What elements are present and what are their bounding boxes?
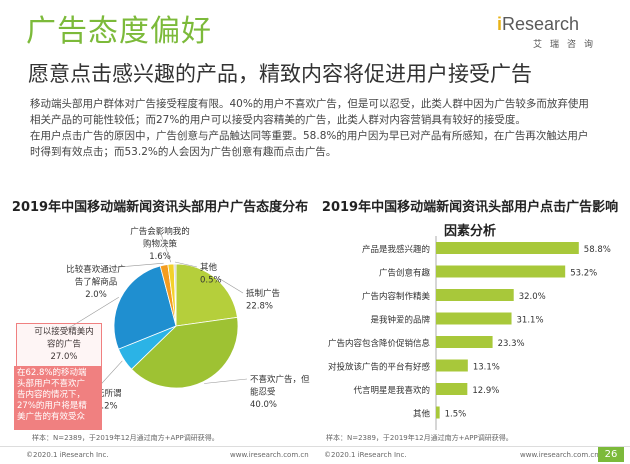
intro-paragraph-2: 在用户点击广告的原因中，广告创意与产品触达同等重要。58.8%的用户因为早已对产… xyxy=(30,130,589,158)
bar xyxy=(436,265,566,278)
bar-category-label: 广告创意有趣 xyxy=(379,268,431,279)
bar-value-label: 53.2% xyxy=(570,269,597,279)
iresearch-logo: iResearch 艾瑞咨询 xyxy=(497,14,617,50)
pie-leader-line xyxy=(217,277,244,294)
bar-value-label: 13.1% xyxy=(473,363,500,373)
pie-slice-label: 无所谓 6.2% xyxy=(96,388,122,412)
pie-leader-line xyxy=(159,230,172,263)
bar-category-label: 是我钟爱的品牌 xyxy=(370,315,430,326)
pie-slice xyxy=(173,263,177,327)
callout-highlight-frame xyxy=(16,323,102,367)
footer-url-right[interactable]: www.iresearch.com.cn xyxy=(520,451,599,459)
pie-slice-label: 可以接受精美内容的广告 27.0% xyxy=(34,326,94,362)
bar-category-label: 其他 xyxy=(413,409,431,420)
pie-slice-label: 其他 0.5% xyxy=(200,262,222,286)
logo-wordmark: iResearch xyxy=(497,14,580,34)
pie-slice-label: 抵制广告 22.8% xyxy=(246,288,280,312)
bar-value-label: 58.8% xyxy=(584,245,611,255)
bar-category-label: 广告内容包含降价促销信息 xyxy=(328,338,431,349)
footer-divider xyxy=(0,446,630,447)
bar-category-label: 广告内容制作精美 xyxy=(362,291,431,302)
bar-category-label: 代言明星是我喜欢的 xyxy=(353,385,430,396)
pie-slice xyxy=(113,265,177,350)
pie-slice xyxy=(130,316,239,389)
pie-slice-label: 不喜欢广告，但能忍受 40.0% xyxy=(250,374,310,410)
pie-leader-line xyxy=(204,378,248,384)
pie-leader-line xyxy=(63,296,119,332)
page-number: 26 xyxy=(598,447,624,462)
footer-url[interactable]: www.iresearch.com.cn xyxy=(230,451,309,459)
bar-chart: 产品是我感兴趣的 58.8% 广告创意有趣 53.2% 广告内容制作精美 32.0% 是我钟… xyxy=(328,236,611,430)
intro-paragraph-1: 移动端头部用户群体对广告接受程度有限。40%的用户不喜欢广告，但是可以忍受，此类… xyxy=(30,98,589,126)
callout-note: 在62.8%的移动端 头部用户不喜欢广 告内容的情况下， 27%的用户将是精 美… xyxy=(14,366,102,430)
footer-copyright-right: ©2020.1 iResearch Inc. xyxy=(324,451,407,459)
bar-value-label: 23.3% xyxy=(498,339,525,349)
bar-chart-title: 2019年中国移动端新闻资讯头部用户点击广告影响 因素分析 xyxy=(321,200,619,239)
pie-slice-label: 比较喜欢通过广告了解商品 2.0% xyxy=(66,264,126,300)
logo-cn-text: 艾瑞咨询 xyxy=(533,40,602,50)
bar xyxy=(436,383,468,395)
bar xyxy=(436,336,493,348)
bar-value-label: 1.5% xyxy=(445,410,467,420)
bar-value-label: 31.1% xyxy=(517,316,544,326)
bar xyxy=(436,312,512,325)
bar-category-label: 产品是我感兴趣的 xyxy=(362,244,430,255)
bar xyxy=(436,359,468,372)
pie-slice xyxy=(175,263,238,327)
bar xyxy=(436,406,440,419)
bar-sample-note: 样本：N=2389，于2019年12月通过南方+APP调研获得。 xyxy=(326,434,513,442)
page-title: 广告态度偏好 xyxy=(26,14,212,49)
bar xyxy=(436,289,514,301)
bar-value-label: 32.0% xyxy=(519,292,546,302)
pie-chart-title: 2019年中国移动端新闻资讯头部用户广告态度分布 xyxy=(11,200,309,215)
pie-leader-line xyxy=(174,261,198,268)
page-subtitle: 愿意点击感兴趣的产品，精致内容将促进用户接受广告 xyxy=(28,62,532,86)
pie-chart: 抵制广告 22.8% 不喜欢广告，但能忍受 40.0% 无所谓 6.2% 可以接受精美内容的… xyxy=(34,226,310,412)
pie-leader-line xyxy=(95,262,164,270)
pie-sample-note: 样本：N=2389，于2019年12月通过南方+APP调研获得。 xyxy=(32,434,219,442)
footer-copyright: ©2020.1 iResearch Inc. xyxy=(26,451,109,459)
bar xyxy=(436,242,579,254)
bar-value-label: 12.9% xyxy=(472,386,499,396)
bar-category-label: 对投放该广告的平台有好感 xyxy=(328,362,431,373)
